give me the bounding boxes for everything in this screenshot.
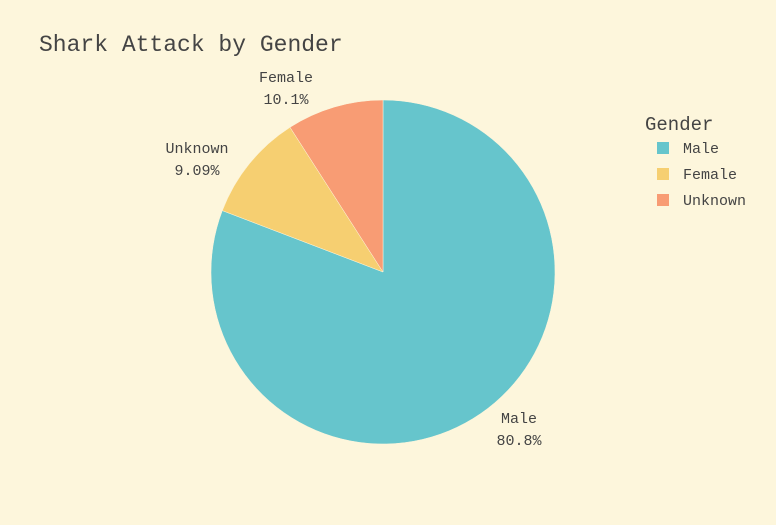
legend-label-female[interactable]: Female [683, 167, 737, 184]
slice-label-male: Male [501, 411, 537, 428]
legend-swatch-female[interactable] [657, 168, 669, 180]
pie-slice-female[interactable] [222, 126, 384, 273]
slice-percent-male: 80.8% [496, 433, 542, 450]
legend-title: Gender [645, 114, 713, 136]
legend-label-unknown[interactable]: Unknown [683, 193, 746, 210]
pie-slices [210, 99, 556, 445]
legend: Gender Male Female Unknown [645, 114, 746, 210]
legend-label-male[interactable]: Male [683, 141, 719, 158]
legend-swatch-unknown[interactable] [657, 194, 669, 206]
slice-percent-unknown: 9.09% [174, 163, 220, 180]
slice-label-unknown: Unknown [165, 141, 228, 158]
pie-slice-unknown[interactable] [289, 99, 384, 273]
slice-label-female: Female [259, 70, 313, 87]
legend-swatch-male[interactable] [657, 142, 669, 154]
slice-percent-female: 10.1% [263, 92, 309, 109]
pie-labels: Male 80.8% Female 10.1% Unknown 9.09% [165, 70, 542, 450]
chart-title: Shark Attack by Gender [39, 32, 343, 58]
